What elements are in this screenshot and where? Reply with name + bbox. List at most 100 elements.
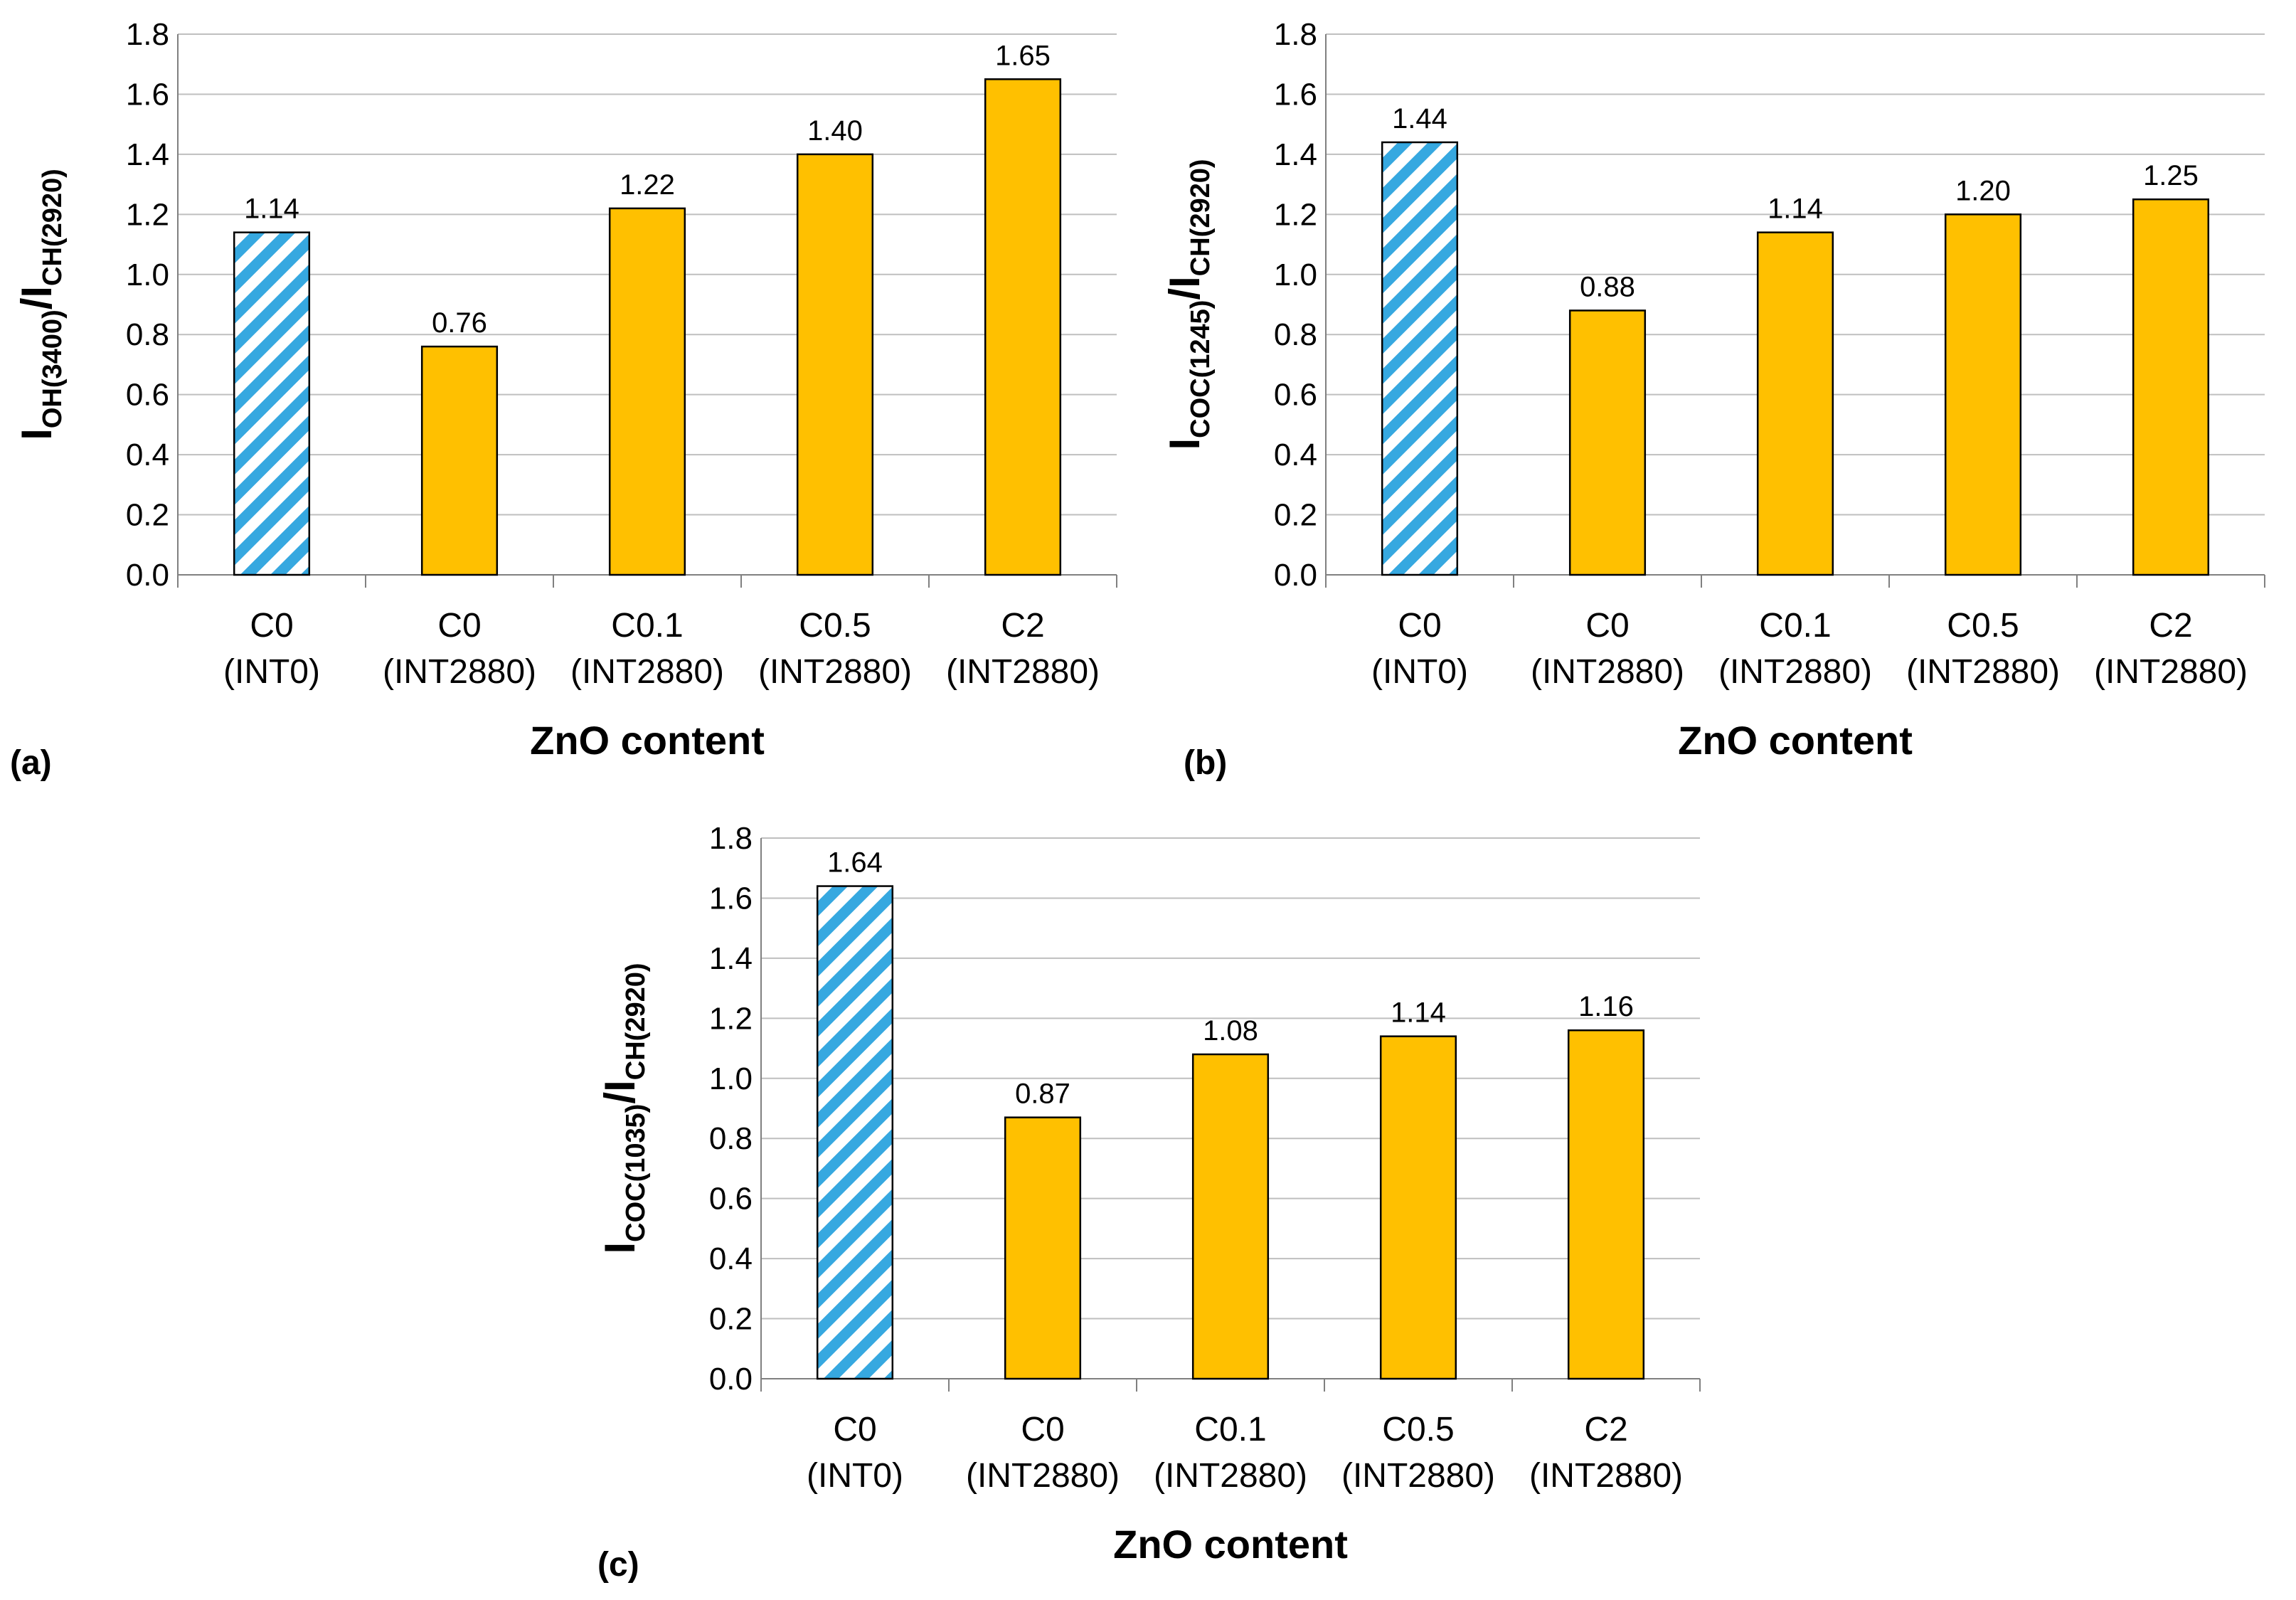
bar xyxy=(1567,1029,1645,1380)
y-tick-label: 1.0 xyxy=(709,1061,753,1096)
data-label: 1.16 xyxy=(1578,991,1634,1022)
x-category-label: C0.5 xyxy=(1382,1411,1454,1448)
bar xyxy=(1379,1035,1457,1380)
data-label: 1.25 xyxy=(2143,160,2199,191)
y-tick-label: 1.2 xyxy=(709,1001,753,1036)
x-category-label: C2 xyxy=(1001,607,1044,645)
bar xyxy=(1381,141,1459,576)
x-category-label: C0.1 xyxy=(1759,607,1831,645)
x-category-label: (INT2880) xyxy=(1154,1457,1307,1495)
y-tick-label: 1.8 xyxy=(1274,17,1317,52)
panel-label-b: (b) xyxy=(1184,744,1227,782)
chart-c-svg: 0.0 0.2 0.4 0.6 0.8 1.0 1.2 1.4 1.6 1.8 1.64 C0 (INT… xyxy=(596,821,1701,1584)
data-label: 0.76 xyxy=(432,307,487,339)
y-tick-label: 1.2 xyxy=(126,197,169,232)
data-label: 1.14 xyxy=(244,194,299,225)
panel-label-a: (a) xyxy=(10,744,52,782)
y-tick-label: 0.0 xyxy=(1274,558,1317,593)
data-label: 1.44 xyxy=(1392,103,1447,134)
y-tick-label: 0.4 xyxy=(126,438,169,472)
y-axis-title: IOH(3400)/ICH(2920) xyxy=(13,169,68,440)
bar xyxy=(420,345,499,576)
bar xyxy=(2132,198,2210,576)
chart-panel-c: 0.0 0.2 0.4 0.6 0.8 1.0 1.2 1.4 1.6 1.8 1.64 C0 (INT… xyxy=(583,804,1731,1597)
y-tick-label: 1.2 xyxy=(1274,197,1317,232)
x-category-label: (INT0) xyxy=(1371,653,1468,691)
chart-panel-b: 0.0 0.2 0.4 0.6 0.8 1.0 1.2 1.4 1.6 1.8 1.44 C0 (INT… xyxy=(1148,0,2296,793)
data-label: 0.88 xyxy=(1580,271,1635,302)
x-category-label: C0.1 xyxy=(1194,1411,1266,1448)
y-tick-label: 1.4 xyxy=(126,137,169,172)
chart-panel-a: 0.0 0.2 0.4 0.6 0.8 1.0 1.2 1.4 1.6 1.8 1.14 C0 (INT… xyxy=(0,0,1148,793)
x-category-label: C2 xyxy=(1584,1411,1627,1448)
data-label: 1.14 xyxy=(1391,997,1446,1029)
x-category-label: C0 xyxy=(250,607,293,645)
y-tick-label: 1.6 xyxy=(1274,77,1317,112)
x-category-label: C0 xyxy=(1021,1411,1064,1448)
data-label: 0.87 xyxy=(1015,1079,1070,1110)
x-category-label: C2 xyxy=(2149,607,2192,645)
x-category-label: (INT2880) xyxy=(1531,653,1684,691)
bar xyxy=(796,153,874,576)
y-tick-label: 0.0 xyxy=(126,558,169,593)
y-tick-label: 0.6 xyxy=(126,378,169,413)
x-category-label: (INT2880) xyxy=(1718,653,1872,691)
y-tick-label: 1.8 xyxy=(709,821,753,856)
x-category-label: (INT2880) xyxy=(383,653,536,691)
chart-a-svg: 0.0 0.2 0.4 0.6 0.8 1.0 1.2 1.4 1.6 1.8 1.14 C0 (INT… xyxy=(10,17,1117,782)
data-label: 1.65 xyxy=(995,40,1051,71)
x-category-label: (INT2880) xyxy=(966,1457,1120,1495)
x-category-label: (INT2880) xyxy=(1341,1457,1495,1495)
x-axis-title: ZnO content xyxy=(530,718,765,763)
bar xyxy=(1191,1053,1270,1380)
y-tick-label: 0.2 xyxy=(1274,498,1317,533)
y-tick-label: 0.2 xyxy=(709,1302,753,1337)
x-category-label: C0.5 xyxy=(1947,607,2019,645)
data-label: 1.64 xyxy=(827,847,883,879)
x-axis-title: ZnO content xyxy=(1678,718,1913,763)
x-category-label: C0 xyxy=(437,607,481,645)
bar xyxy=(1756,231,1834,576)
x-axis-title: ZnO content xyxy=(1113,1522,1348,1567)
data-label: 1.22 xyxy=(620,169,675,201)
y-tick-label: 1.0 xyxy=(126,258,169,292)
x-category-label: (INT2880) xyxy=(1529,1457,1683,1495)
y-tick-label: 1.6 xyxy=(126,77,169,112)
bar xyxy=(816,885,894,1380)
y-axis-title: ICOC(1035)/ICH(2920) xyxy=(596,963,651,1254)
x-category-label: (INT2880) xyxy=(758,653,912,691)
y-tick-label: 1.4 xyxy=(709,941,753,976)
x-category-label: C0 xyxy=(1398,607,1441,645)
bar xyxy=(1568,309,1647,576)
chart-b-svg: 0.0 0.2 0.4 0.6 0.8 1.0 1.2 1.4 1.6 1.8 1.44 C0 (INT… xyxy=(1161,17,2265,782)
y-axis-title: ICOC(1245)/ICH(2920) xyxy=(1161,159,1216,450)
y-tick-label: 0.6 xyxy=(1274,378,1317,413)
y-tick-label: 0.8 xyxy=(709,1121,753,1156)
data-label: 1.08 xyxy=(1203,1015,1258,1047)
x-category-label: C0 xyxy=(1585,607,1629,645)
x-category-label: C0.1 xyxy=(611,607,683,645)
bar xyxy=(608,207,686,576)
y-tick-label: 1.6 xyxy=(709,881,753,916)
data-label: 1.14 xyxy=(1768,194,1823,225)
y-tick-label: 1.8 xyxy=(126,17,169,52)
y-tick-label: 0.4 xyxy=(1274,438,1317,472)
y-tick-label: 0.8 xyxy=(126,317,169,352)
x-category-label: (INT2880) xyxy=(1906,653,2060,691)
x-category-label: (INT2880) xyxy=(2094,653,2248,691)
bar xyxy=(1944,213,2022,576)
y-tick-label: 0.6 xyxy=(709,1182,753,1217)
panel-label-c: (c) xyxy=(597,1546,639,1584)
data-label: 1.20 xyxy=(1955,175,2011,206)
y-tick-label: 0.0 xyxy=(709,1362,753,1397)
x-category-label: (INT2880) xyxy=(570,653,724,691)
y-tick-label: 1.4 xyxy=(1274,137,1317,172)
y-tick-label: 1.0 xyxy=(1274,258,1317,292)
bar xyxy=(984,78,1062,576)
y-tick-label: 0.4 xyxy=(709,1241,753,1276)
x-category-label: C0 xyxy=(833,1411,876,1448)
x-category-label: (INT0) xyxy=(223,653,320,691)
x-category-label: (INT0) xyxy=(807,1457,903,1495)
y-tick-label: 0.2 xyxy=(126,498,169,533)
y-tick-label: 0.8 xyxy=(1274,317,1317,352)
